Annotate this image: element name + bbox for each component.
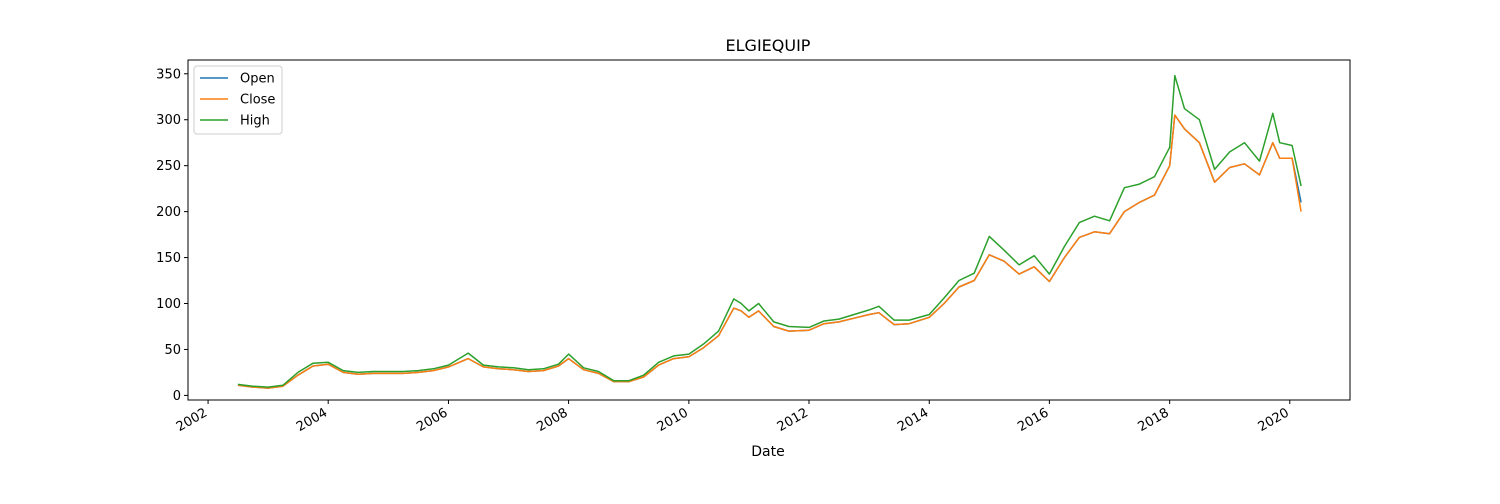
x-tick-label: 2006 — [414, 405, 450, 435]
y-tick-label: 0 — [173, 389, 181, 404]
x-tick-label: 2018 — [1136, 405, 1172, 435]
y-tick-label: 350 — [156, 67, 181, 82]
x-tick-label: 2020 — [1256, 405, 1292, 435]
y-axis-ticks: 0 50 100 150 200 250 300 350 — [156, 67, 188, 404]
y-tick-label: 150 — [156, 251, 181, 266]
legend: Open Close High — [193, 65, 283, 135]
legend-label-close: Close — [240, 93, 275, 108]
x-axis-label: Date — [751, 444, 784, 460]
x-tick-label: 2012 — [775, 405, 811, 435]
y-tick-label: 200 — [156, 205, 181, 220]
axes-layer — [187, 59, 1351, 401]
legend-box — [193, 65, 283, 135]
x-tick-label: 2002 — [174, 405, 210, 435]
x-axis-ticks: 2002 2004 2006 2008 2010 2012 2014 2016 2018 2020 — [174, 400, 1292, 435]
x-tick-label: 2004 — [294, 405, 330, 435]
y-tick-label: 250 — [156, 159, 181, 174]
plot-area — [188, 60, 1350, 400]
series-line-high — [237, 74, 1302, 388]
y-tick-label: 300 — [156, 113, 181, 128]
series-layer — [237, 74, 1302, 389]
chart-title: ELGIEQUIP — [726, 36, 811, 55]
x-tick-label: 2014 — [895, 405, 931, 435]
series-line-close — [237, 114, 1302, 389]
plot-frame — [187, 59, 1351, 401]
legend-entries: Open Close High — [200, 72, 275, 129]
y-tick-label: 100 — [156, 297, 181, 312]
x-tick-label: 2008 — [534, 405, 570, 435]
legend-label-open: Open — [240, 72, 275, 87]
x-tick-label: 2016 — [1015, 405, 1051, 435]
y-tick-label: 50 — [164, 343, 181, 358]
legend-label-high: High — [240, 114, 270, 129]
x-tick-label: 2010 — [655, 405, 691, 435]
